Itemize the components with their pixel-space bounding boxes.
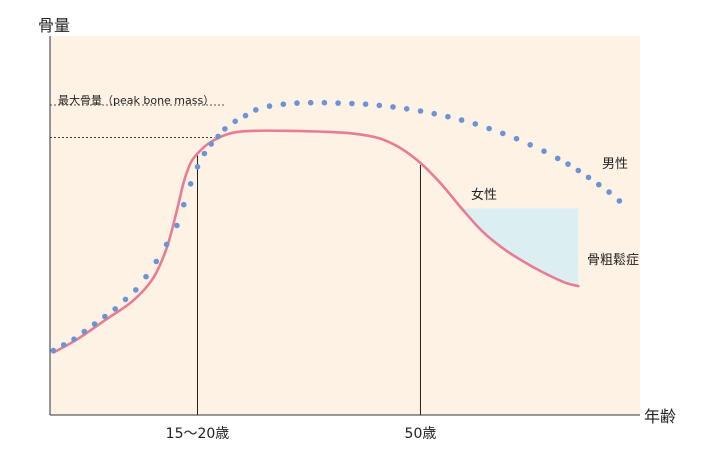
- male-point: [541, 148, 547, 154]
- male-point: [500, 130, 506, 137]
- male-point: [431, 110, 438, 117]
- x-tick-labels: 15～20歳 50歳: [166, 426, 437, 442]
- male-point: [194, 164, 201, 170]
- male-point: [565, 161, 571, 167]
- male-point: [81, 328, 88, 335]
- male-point: [215, 133, 221, 140]
- male-point: [596, 181, 602, 188]
- male-point: [606, 189, 612, 195]
- osteoporosis-region: [458, 204, 579, 287]
- male-point: [143, 273, 149, 280]
- male-point: [187, 181, 194, 187]
- male-point: [307, 99, 314, 106]
- male-point: [513, 135, 520, 142]
- male-point: [362, 101, 369, 107]
- male-point: [201, 150, 208, 157]
- male-point: [390, 104, 396, 110]
- male-point: [163, 241, 170, 248]
- male-point: [102, 313, 108, 320]
- male-point: [527, 142, 533, 148]
- male-point: [50, 347, 57, 354]
- male-point: [280, 101, 287, 107]
- y-axis-label: 骨量: [38, 16, 70, 35]
- x-tick-label-2: 50歳: [405, 426, 437, 442]
- male-point: [253, 107, 259, 113]
- male-point: [321, 99, 328, 106]
- male-point: [208, 141, 214, 147]
- series-label-male: 男性: [602, 157, 628, 172]
- male-point: [376, 102, 383, 109]
- male-point: [122, 296, 129, 303]
- male-point: [616, 198, 623, 204]
- male-point: [71, 336, 77, 343]
- male-point: [458, 117, 465, 123]
- male-point: [486, 125, 492, 132]
- male-point: [294, 100, 300, 106]
- male-point: [445, 113, 451, 120]
- male-point: [266, 103, 273, 109]
- x-axis-label: 年齢: [644, 407, 676, 426]
- osteoporosis-label: 骨粗鬆症: [587, 253, 639, 268]
- male-point: [242, 112, 249, 119]
- male-point: [417, 108, 424, 114]
- male-point: [349, 100, 355, 107]
- male-point: [472, 121, 479, 127]
- male-point: [112, 306, 118, 312]
- male-point: [403, 106, 410, 112]
- series-line-female: [52, 129, 580, 354]
- male-point: [575, 167, 582, 174]
- x-tick-label-1: 15～20歳: [166, 426, 230, 442]
- male-point: [133, 287, 139, 293]
- guide-lines: [50, 104, 421, 415]
- male-point: [232, 118, 238, 125]
- male-point: [60, 342, 67, 348]
- series-layer: [50, 99, 623, 354]
- male-point: [153, 258, 160, 265]
- male-point: [181, 201, 187, 208]
- male-point: [174, 222, 180, 229]
- male-point: [554, 155, 561, 162]
- series-label-female: 女性: [471, 187, 497, 203]
- male-point: [585, 174, 592, 181]
- male-point: [222, 126, 228, 132]
- male-point: [335, 100, 341, 106]
- male-point: [91, 321, 98, 327]
- peak-bone-mass-label: 最大骨量（peak bone mass）: [58, 93, 214, 107]
